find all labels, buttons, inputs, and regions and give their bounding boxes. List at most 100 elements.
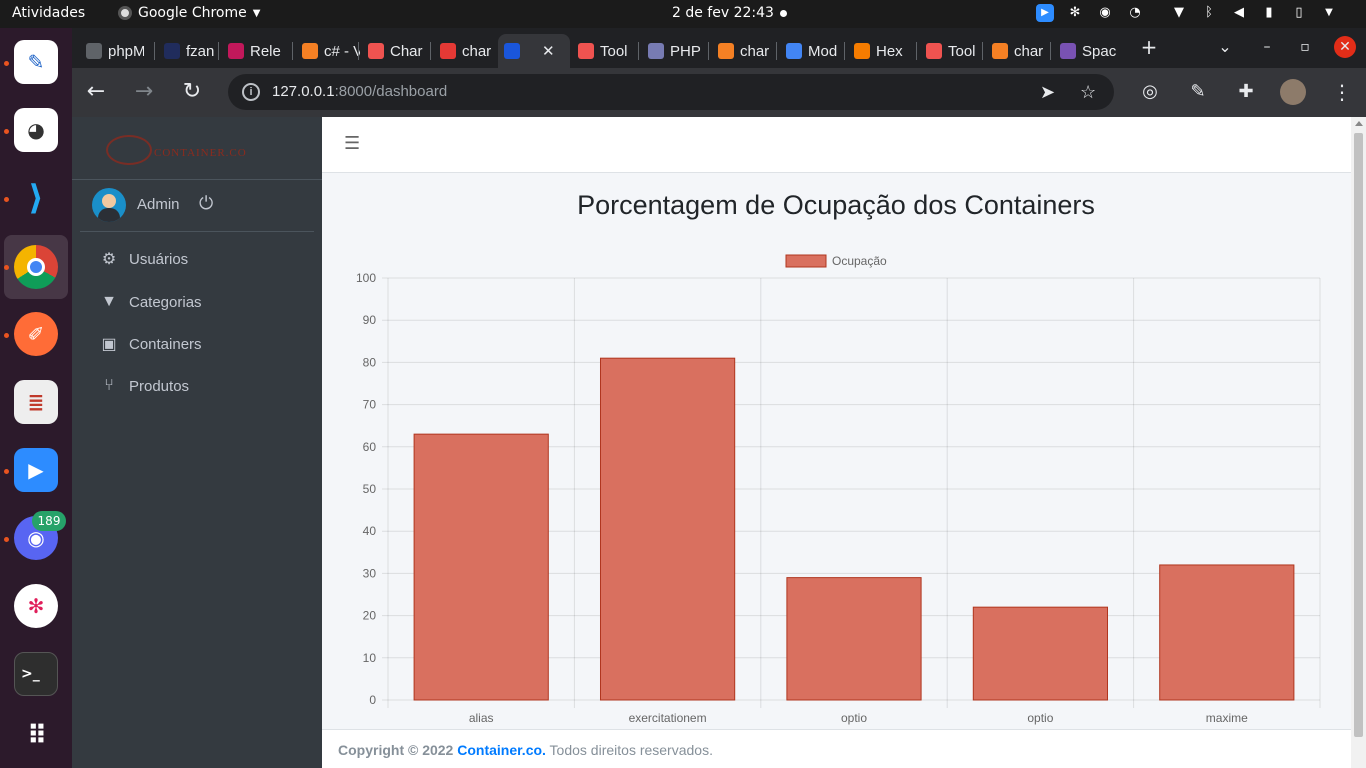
tab-8[interactable]: PHP xyxy=(642,34,706,68)
chrome-small-icon xyxy=(118,6,132,20)
tab-separator xyxy=(638,42,639,60)
minimize-button[interactable]: – xyxy=(1263,39,1271,55)
tab-4[interactable]: Char xyxy=(362,34,426,68)
site-info-icon[interactable]: i xyxy=(242,83,260,101)
show-apps-icon[interactable]: ⠿ xyxy=(26,721,47,751)
discord-tray-icon[interactable]: ◉ xyxy=(1099,5,1111,20)
tab-label: char xyxy=(1014,42,1044,60)
bluetooth-icon[interactable]: ᛒ xyxy=(1205,5,1213,20)
url-text[interactable]: 127.0.0.1:8000/dashboard xyxy=(272,83,447,100)
bar-optio xyxy=(786,577,922,701)
text-editor-icon[interactable]: ✎ xyxy=(14,40,58,84)
tab-5[interactable]: char xyxy=(434,34,498,68)
web-page: CONTAINER.CO Admin ⏻ ⚙ Usuários ▼ Catego… xyxy=(72,117,1366,768)
running-indicator xyxy=(4,469,9,474)
chart-legend[interactable]: Ocupação xyxy=(785,254,887,268)
tab-7[interactable]: Tool xyxy=(572,34,636,68)
sidebar-item-produtos[interactable]: ⑂ Produtos xyxy=(80,366,314,406)
user-name[interactable]: Admin xyxy=(137,196,180,213)
wifi-icon[interactable]: ▼ xyxy=(1174,5,1184,20)
tab-label: phpM xyxy=(108,42,144,60)
forward-button[interactable]: → xyxy=(134,79,154,104)
send-to-device-icon[interactable]: ➤ xyxy=(1040,82,1056,102)
tab-9[interactable]: char xyxy=(712,34,776,68)
hamburger-menu-icon[interactable]: ☰ xyxy=(344,133,361,154)
extension-circle-icon[interactable]: ◎ xyxy=(1142,81,1158,102)
volume-icon[interactable]: ◀ xyxy=(1234,5,1244,20)
bar-maxime xyxy=(1159,564,1295,701)
tab-favicon-icon xyxy=(86,43,102,59)
y-tick-label: 50 xyxy=(363,482,377,496)
tab-label: Mod xyxy=(808,42,838,60)
document-viewer-icon[interactable]: ≣ xyxy=(14,380,58,424)
tab-label: Tool xyxy=(600,42,628,60)
chrome-menu-icon[interactable]: ⋮ xyxy=(1332,80,1352,104)
chrome-icon[interactable] xyxy=(14,245,58,289)
y-tick-label: 40 xyxy=(363,524,377,538)
postman-icon[interactable]: ✐ xyxy=(14,312,58,356)
clock[interactable]: 2 de fev 22:43 xyxy=(672,5,774,21)
tab-favicon-icon xyxy=(718,43,734,59)
app-menu[interactable]: Google Chrome ▼ xyxy=(118,5,260,21)
vscode-icon[interactable]: ⟩ xyxy=(28,178,44,218)
y-tick-label: 90 xyxy=(363,313,377,327)
address-bar[interactable]: i 127.0.0.1:8000/dashboard ➤ ☆ xyxy=(228,74,1114,110)
bar-optio xyxy=(972,606,1109,701)
sync-tray-icon[interactable]: ◔ xyxy=(1129,5,1141,20)
sidebar-item-categorias[interactable]: ▼ Categorias xyxy=(80,282,314,322)
top-navbar: ☰ xyxy=(322,117,1351,173)
tab-14[interactable]: Spac xyxy=(1054,34,1118,68)
extensions-puzzle-icon[interactable]: ✚ xyxy=(1238,81,1254,102)
tab-6[interactable]: ✕ xyxy=(498,34,570,68)
maximize-button[interactable]: ▫ xyxy=(1300,39,1310,55)
tab-12[interactable]: Tool xyxy=(920,34,984,68)
system-tray[interactable]: ▶ ✻ ◉ ◔ ▼ ᛒ ◀ ▮ ▯ ▼ xyxy=(1036,4,1338,22)
tab-2[interactable]: Rele xyxy=(222,34,286,68)
tab-3[interactable]: c# - V xyxy=(296,34,360,68)
extension-pen-icon[interactable]: ✎ xyxy=(1190,81,1206,102)
tab-favicon-icon xyxy=(504,43,520,59)
reload-button[interactable]: ↻ xyxy=(182,79,202,104)
zoom-tray-icon[interactable]: ▶ xyxy=(1036,4,1054,22)
zoom-icon[interactable]: ▶ xyxy=(14,448,58,492)
close-window-button[interactable]: ✕ xyxy=(1334,36,1356,58)
footer-brand-link[interactable]: Container.co. xyxy=(457,742,546,758)
new-tab-button[interactable]: + xyxy=(1140,35,1158,59)
brand-link[interactable]: CONTAINER.CO xyxy=(72,117,322,180)
tab-0[interactable]: phpM xyxy=(80,34,144,68)
slack-icon[interactable]: ✻ xyxy=(14,584,58,628)
tab-label: Tool xyxy=(948,42,976,60)
dropdown-arrow-icon: ▼ xyxy=(252,7,261,19)
user-avatar xyxy=(92,188,126,222)
page-scrollbar[interactable] xyxy=(1351,117,1366,768)
scrollbar-thumb[interactable] xyxy=(1354,133,1363,737)
app-menu-label: Google Chrome xyxy=(138,5,247,21)
logout-power-icon[interactable]: ⏻ xyxy=(199,193,214,214)
battery-icon[interactable]: ▯ xyxy=(1295,5,1303,20)
scroll-up-arrow-icon[interactable] xyxy=(1355,121,1363,126)
tab-strip: phpM fzan Rele c# - V Char char ✕ Tool PHP char Mo… xyxy=(72,28,1366,68)
tab-13[interactable]: char xyxy=(986,34,1050,68)
slack-tray-icon[interactable]: ✻ xyxy=(1069,5,1081,20)
discord-badge: 189 xyxy=(32,511,66,531)
terminal-icon[interactable]: >_ xyxy=(14,652,58,696)
tab-1[interactable]: fzan xyxy=(158,34,222,68)
y-tick-label: 60 xyxy=(363,440,377,454)
tab-11[interactable]: Hex xyxy=(848,34,912,68)
bookmark-star-icon[interactable]: ☆ xyxy=(1080,82,1097,102)
dbeaver-icon[interactable]: ◕ xyxy=(14,108,58,152)
close-tab-icon[interactable]: ✕ xyxy=(542,43,555,60)
sidebar-item-usuarios[interactable]: ⚙ Usuários xyxy=(80,239,314,279)
x-axis: alias exercitationem optio optio maxime xyxy=(469,711,1248,725)
tab-10[interactable]: Mod xyxy=(780,34,844,68)
system-menu-arrow-icon[interactable]: ▼ xyxy=(1325,7,1333,18)
profile-avatar[interactable] xyxy=(1280,79,1306,105)
tab-search-icon[interactable]: ⌄ xyxy=(1218,37,1232,56)
tab-separator xyxy=(708,42,709,60)
users-cog-icon: ⚙ xyxy=(101,251,117,268)
microphone-icon[interactable]: ▮ xyxy=(1265,5,1273,20)
chart-title: Porcentagem de Ocupação dos Containers xyxy=(577,190,1095,220)
activities-button[interactable]: Atividades xyxy=(12,5,86,21)
sidebar-item-containers[interactable]: ▣ Containers xyxy=(80,324,314,364)
back-button[interactable]: ← xyxy=(86,79,106,104)
